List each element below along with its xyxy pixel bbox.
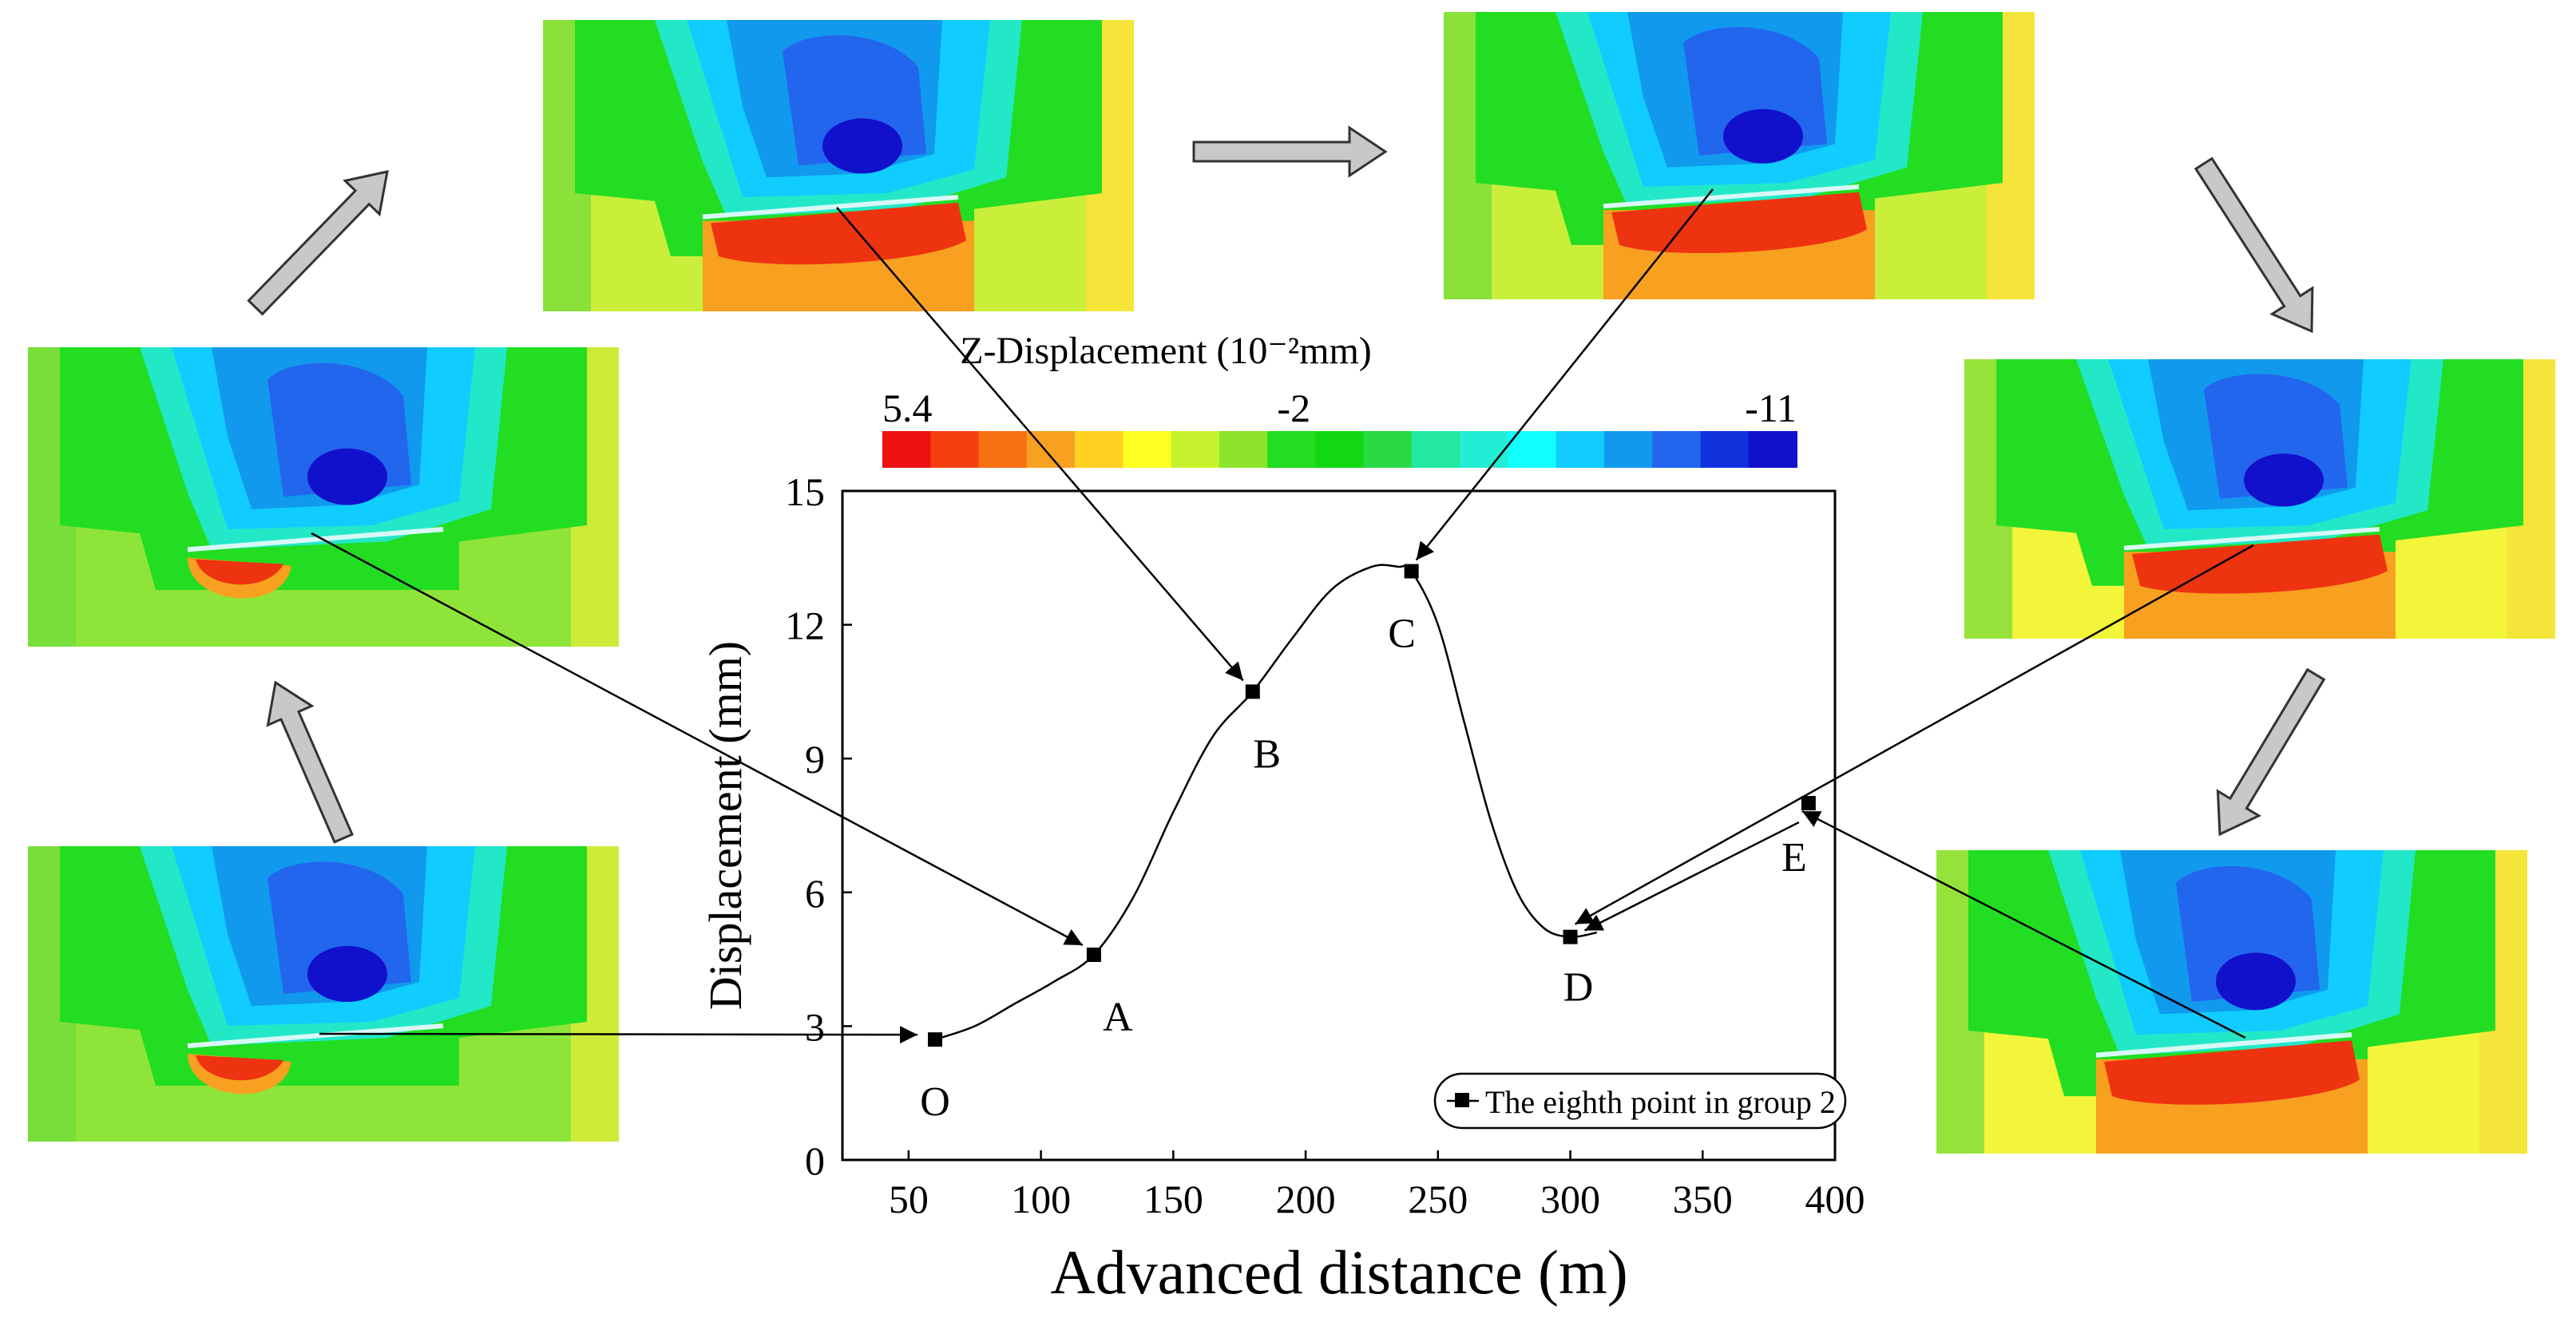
flow-arrow [1192, 125, 1388, 178]
colorbar-swatch [1123, 431, 1172, 468]
annotation-arrow-d [1574, 544, 2254, 925]
colorbar-swatch [882, 431, 932, 468]
colorbar-label: -11 [1745, 386, 1797, 430]
colorbar-label: 5.4 [882, 386, 933, 430]
panel-a [28, 347, 619, 647]
legend-box [1433, 1072, 1847, 1130]
point-label-a: A [1103, 995, 1133, 1040]
y-tick-label: 0 [805, 1138, 825, 1183]
flow-arrow [2216, 667, 2326, 837]
colorbar-labels: 5.4 -2 -11 [882, 386, 1797, 430]
y-axis-label: Displacement (mm) [699, 641, 751, 1010]
colorbar-swatch [1219, 431, 1269, 468]
point-marker-a [1086, 948, 1101, 963]
panel-c [1444, 12, 2035, 299]
y-tick-label: 6 [805, 871, 825, 916]
flow-arrow [2194, 156, 2314, 334]
annotation-arrow-e [1801, 809, 2246, 1039]
panel-o [28, 846, 619, 1142]
colorbar-swatch [1411, 431, 1461, 468]
annotation-arrow-a [311, 532, 1084, 947]
legend-entry: The eighth point in group 2 [1485, 1084, 1836, 1120]
panel-b [543, 20, 1134, 311]
series-line [934, 564, 1597, 1041]
legend-marker-sample [1455, 1093, 1469, 1107]
colorbar-swatch [1267, 431, 1317, 468]
colorbar-swatch [1363, 431, 1413, 468]
point-labels: O A B C D E [920, 612, 1807, 1126]
point-marker-d [1563, 929, 1578, 944]
panel-flow-arrows [247, 125, 2326, 844]
colorbar-label: -2 [1277, 386, 1310, 430]
colorbar-swatch [1556, 431, 1605, 468]
flow-arrow [266, 680, 354, 844]
plot-frame [841, 489, 1837, 1162]
point-marker-b [1245, 684, 1260, 699]
point-label-d: D [1563, 965, 1594, 1011]
annotation-arrow-b [836, 207, 1244, 682]
y-tick-label: 15 [785, 469, 825, 514]
colorbar-swatch [1700, 431, 1750, 468]
colorbar-swatch [930, 431, 980, 468]
colorbar-swatch [1603, 431, 1654, 468]
colorbar-swatch [1171, 431, 1220, 468]
x-tick-label: 250 [1408, 1177, 1468, 1221]
y-tick-label: 3 [805, 1004, 825, 1049]
point-label-o: O [920, 1079, 950, 1125]
y-axis-ticks: 0 3 6 9 12 15 [785, 469, 852, 1183]
colorbar-swatches [882, 431, 1797, 468]
series-markers [928, 564, 1816, 1047]
colorbar: Z-Displacement (10⁻²mm) 5.4 -2 -11 [882, 330, 1797, 468]
colorbar-swatch [1075, 431, 1124, 468]
point-label-b: B [1253, 731, 1281, 777]
x-tick-label: 150 [1143, 1177, 1203, 1221]
annotation-arrows [311, 188, 2254, 1044]
x-tick-label: 200 [1276, 1177, 1336, 1221]
y-tick-label: 12 [785, 604, 825, 648]
y-tick-label: 9 [805, 737, 825, 782]
x-tick-label: 400 [1805, 1177, 1865, 1221]
annotation-arrow-o [319, 1026, 918, 1044]
colorbar-swatch [1460, 431, 1509, 468]
x-tick-label: 100 [1011, 1177, 1071, 1221]
legend: The eighth point in group 2 [1433, 1072, 1847, 1130]
point-marker-e [1801, 796, 1816, 811]
annotation-arrow-e-to-d [1583, 821, 1800, 932]
colorbar-swatch [1508, 431, 1557, 468]
panel-d [1964, 359, 2555, 639]
colorbar-swatch [1652, 431, 1702, 468]
x-axis-ticks: 50 100 150 200 250 300 350 400 [889, 1150, 1865, 1221]
annotation-arrow-c [1415, 188, 1714, 561]
colorbar-swatch [1315, 431, 1365, 468]
x-tick-label: 50 [889, 1177, 929, 1221]
x-tick-label: 300 [1540, 1177, 1600, 1221]
colorbar-title: Z-Displacement (10⁻²mm) [960, 330, 1372, 372]
point-label-c: C [1388, 612, 1416, 657]
colorbar-swatch [978, 431, 1028, 468]
point-label-e: E [1781, 835, 1807, 881]
contour-panels [28, 12, 2555, 1154]
point-marker-c [1404, 564, 1419, 579]
x-tick-label: 350 [1673, 1177, 1733, 1221]
x-axis-label: Advanced distance (m) [1050, 1237, 1627, 1307]
panel-e [1936, 850, 2527, 1154]
displacement-chart: 50 100 150 200 250 300 350 400 0 3 6 9 12 15 Advance… [699, 469, 1865, 1307]
flow-arrow [247, 170, 389, 316]
colorbar-swatch [1748, 431, 1797, 468]
point-marker-o [928, 1032, 943, 1047]
